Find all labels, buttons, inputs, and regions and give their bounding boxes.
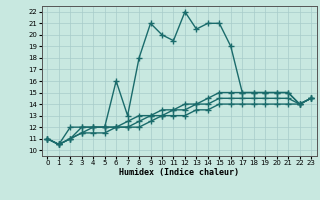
X-axis label: Humidex (Indice chaleur): Humidex (Indice chaleur) <box>119 168 239 177</box>
